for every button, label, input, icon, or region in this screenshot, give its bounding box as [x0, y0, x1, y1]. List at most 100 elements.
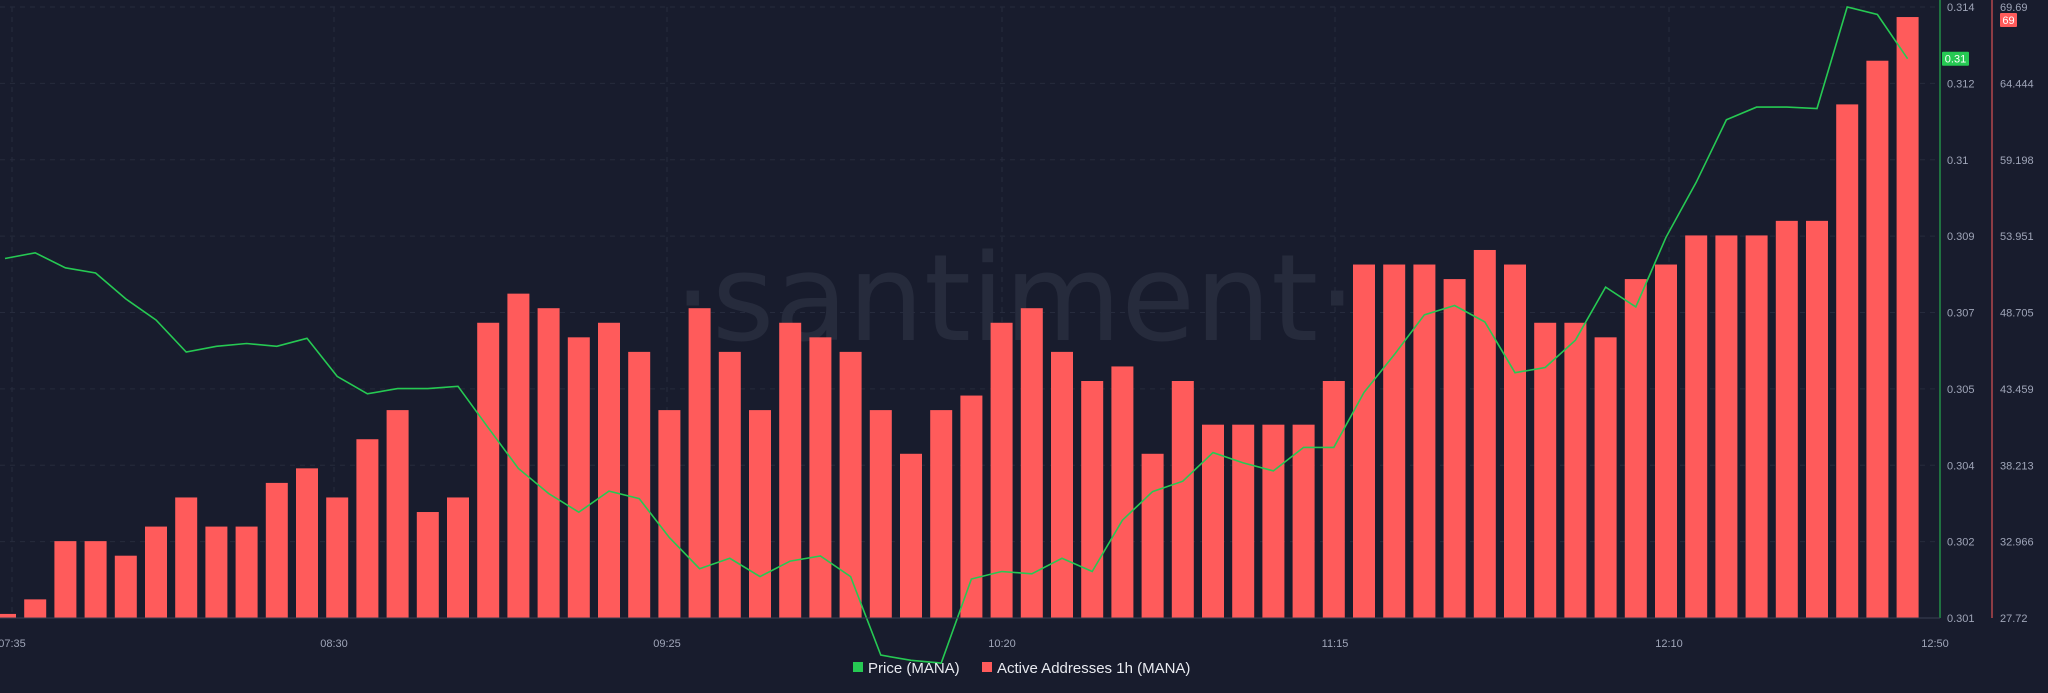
- active-addresses-bar: [537, 308, 560, 618]
- active-addresses-bar: [1685, 235, 1708, 619]
- price-tick-label: 0.314: [1947, 2, 1975, 14]
- price-current-label: 0.31: [1945, 54, 1966, 66]
- price-line: [4, 6, 1909, 664]
- active-addresses-bar: [1322, 380, 1345, 618]
- active-addresses-bar: [1806, 220, 1828, 618]
- active-addresses-bar: [1262, 424, 1285, 618]
- active-addresses-bar: [1292, 424, 1315, 618]
- active-addresses-bar: [839, 351, 862, 618]
- price-current-badge: [1942, 51, 1969, 66]
- active-addresses-bar: [1171, 380, 1194, 618]
- price-tick-label: 0.312: [1947, 78, 1975, 90]
- active-addresses-bar: [205, 526, 228, 618]
- active-addresses-bar: [1443, 279, 1466, 618]
- active-addresses-bar: [1594, 337, 1617, 618]
- active-addresses-bar: [930, 410, 953, 618]
- x-tick-label: 09:25: [653, 638, 681, 650]
- active-addresses-bar: [507, 293, 530, 618]
- active-addresses-bar: [1836, 104, 1859, 619]
- price-tick-label: 0.307: [1947, 308, 1975, 320]
- x-tick-label: 12:10: [1655, 638, 1683, 650]
- active-addresses-bar: [1081, 380, 1104, 618]
- active-addresses-bar: [1745, 235, 1768, 619]
- active-addresses-bar: [145, 526, 167, 618]
- active-addresses-bar: [24, 599, 47, 618]
- active-addresses-bar: [326, 497, 349, 618]
- active-addresses-bar: [356, 439, 379, 618]
- active-addresses-bar: [265, 482, 288, 618]
- active-addresses-bar: [1232, 424, 1255, 618]
- watermark: ·santiment·: [674, 230, 1357, 369]
- price-tick-label: 0.305: [1947, 384, 1975, 396]
- active-addresses-bar: [1020, 308, 1043, 618]
- active-addresses-bar: [1504, 264, 1526, 618]
- active-addresses-bar: [809, 337, 832, 618]
- price-tick-label: 0.301: [1947, 613, 1975, 625]
- active-addresses-bar: [749, 410, 771, 618]
- price-line-layer: [4, 6, 1909, 664]
- legend-addresses-label: Active Addresses 1h (MANA): [997, 660, 1190, 677]
- active-addresses-bar: [869, 410, 892, 618]
- addresses-current-badge: [2000, 13, 2017, 28]
- active-addresses-bar: [235, 526, 258, 618]
- addresses-tick-label: 64.444: [2000, 78, 2034, 90]
- active-addresses-bar: [416, 512, 439, 618]
- active-addresses-bar: [658, 410, 681, 618]
- addresses-tick-label: 59.198: [2000, 155, 2034, 167]
- active-addresses-bar: [1866, 60, 1889, 618]
- addresses-tick-label: 43.459: [2000, 384, 2034, 396]
- price-tick-label: 0.302: [1947, 537, 1975, 549]
- active-addresses-bar: [567, 337, 590, 618]
- price-tick-label: 0.31: [1947, 155, 1968, 167]
- x-tick-label: 12:50: [1921, 638, 1949, 650]
- active-addresses-bar: [688, 308, 711, 618]
- active-addresses-bar: [960, 395, 983, 618]
- active-addresses-bar: [1715, 235, 1738, 619]
- addresses-tick-label: 53.951: [2000, 231, 2034, 243]
- active-addresses-bar: [1353, 264, 1375, 618]
- x-tick-label: 07:35: [0, 638, 26, 650]
- addresses-tick-label: 38.213: [2000, 460, 2034, 472]
- active-addresses-bar: [1624, 279, 1647, 618]
- active-addresses-bar: [1111, 366, 1134, 618]
- addresses-current-label: 69: [2002, 15, 2014, 27]
- active-addresses-bar: [0, 613, 16, 618]
- active-addresses-bar: [1775, 220, 1798, 618]
- active-addresses-bar: [598, 322, 620, 618]
- active-addresses-bar: [1896, 17, 1919, 618]
- price-tick-label: 0.304: [1947, 460, 1975, 472]
- active-addresses-bar: [628, 351, 651, 618]
- active-addresses-bar: [1141, 453, 1164, 618]
- active-addresses-bar: [175, 497, 198, 618]
- addresses-tick-label: 32.966: [2000, 537, 2034, 549]
- addresses-tick-label: 27.72: [2000, 613, 2028, 625]
- price-tick-label: 0.309: [1947, 231, 1975, 243]
- active-addresses-bar: [779, 322, 802, 618]
- active-addresses-bar: [1473, 249, 1496, 618]
- active-addresses-bar: [477, 322, 500, 618]
- x-tick-label: 10:20: [988, 638, 1016, 650]
- addresses-tick-label: 69.69: [2000, 2, 2028, 14]
- addresses-tick-label: 48.705: [2000, 308, 2034, 320]
- active-addresses-bar: [1564, 322, 1587, 618]
- active-addresses-bar: [1383, 264, 1406, 618]
- legend-price-label: Price (MANA): [868, 660, 960, 677]
- active-addresses-bar: [1534, 322, 1557, 618]
- active-addresses-bar: [1202, 424, 1224, 618]
- active-addresses-bar: [54, 541, 77, 618]
- active-addresses-bar: [1413, 264, 1436, 618]
- active-addresses-bar: [386, 410, 409, 618]
- active-addresses-bar: [718, 351, 741, 618]
- active-addresses-bar: [990, 322, 1013, 618]
- active-addresses-bar: [114, 555, 137, 618]
- active-addresses-bar: [1655, 264, 1677, 618]
- active-addresses-bars: [0, 17, 1919, 619]
- axes: 0.301 0.302 0.304 0.305 0.307 0.309 0.31 0.312 0…: [0, 0, 2034, 650]
- active-addresses-bar: [447, 497, 469, 618]
- active-addresses-bar: [1051, 351, 1073, 618]
- legend: Price (MANA) Active Addresses 1h (MANA): [853, 660, 1190, 677]
- active-addresses-bar: [900, 453, 922, 618]
- active-addresses-bar: [296, 468, 318, 618]
